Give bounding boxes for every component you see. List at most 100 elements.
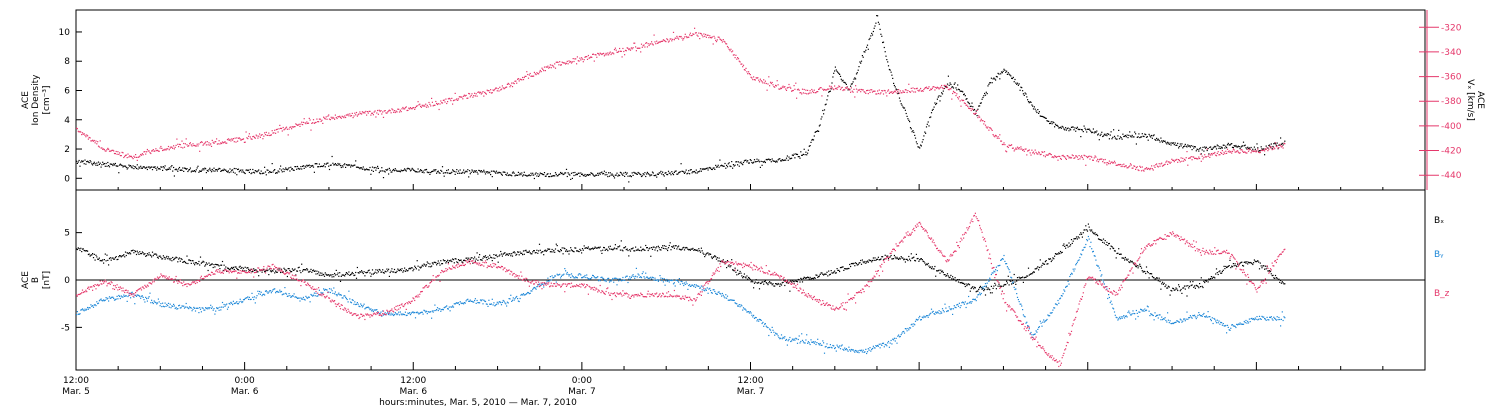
data-point	[523, 171, 525, 173]
data-point	[719, 159, 721, 161]
data-point	[1039, 259, 1041, 261]
data-point	[576, 56, 578, 58]
data-point	[1274, 142, 1276, 144]
data-point	[111, 163, 113, 165]
data-point	[124, 165, 127, 167]
data-point	[838, 72, 840, 75]
data-point	[1077, 236, 1079, 238]
data-point	[920, 144, 922, 146]
data-point	[1141, 133, 1143, 135]
data-point	[156, 149, 159, 151]
data-point	[193, 306, 195, 308]
data-point	[328, 165, 330, 167]
data-point	[1142, 135, 1144, 137]
data-point	[983, 290, 985, 292]
data-point	[786, 281, 788, 283]
data-point	[259, 133, 261, 135]
data-point	[980, 102, 982, 104]
data-point	[1259, 151, 1261, 154]
data-point	[93, 253, 95, 255]
data-point	[490, 257, 492, 259]
data-point	[144, 253, 146, 255]
data-point	[1171, 290, 1173, 292]
data-point	[1075, 238, 1077, 240]
data-point	[113, 163, 115, 165]
data-point	[656, 173, 659, 175]
data-point	[995, 134, 997, 136]
data-point	[1006, 282, 1008, 284]
data-point	[131, 250, 133, 252]
data-point	[796, 89, 799, 91]
data-point	[535, 252, 537, 254]
data-point	[536, 72, 538, 74]
data-point	[330, 288, 332, 290]
data-point	[511, 172, 514, 174]
data-point	[822, 109, 824, 112]
data-point	[801, 281, 804, 283]
data-point	[391, 171, 393, 173]
data-point	[1237, 150, 1239, 152]
data-point	[197, 263, 199, 265]
data-point	[377, 167, 379, 169]
data-point	[395, 271, 397, 274]
data-point	[406, 109, 408, 112]
data-point	[1056, 124, 1058, 126]
data-point	[989, 127, 992, 129]
data-point	[554, 275, 557, 277]
data-point	[432, 105, 434, 107]
data-point	[350, 301, 352, 303]
data-point	[861, 89, 863, 91]
data-point	[194, 170, 196, 172]
data-point	[380, 271, 382, 273]
data-point	[966, 98, 968, 100]
data-point	[1183, 287, 1185, 289]
data-point	[1122, 165, 1124, 168]
data-point	[722, 39, 724, 41]
data-point	[500, 302, 502, 304]
data-point	[758, 81, 761, 83]
data-point	[826, 89, 828, 91]
data-point	[578, 251, 580, 253]
data-point	[219, 143, 221, 145]
data-point	[771, 284, 773, 286]
data-point	[871, 89, 873, 91]
data-point	[732, 164, 734, 166]
data-point	[586, 277, 589, 279]
data-point	[231, 266, 233, 269]
data-point	[113, 150, 115, 152]
data-point	[484, 255, 487, 257]
data-point	[432, 311, 434, 313]
data-point	[239, 265, 241, 267]
data-point	[797, 88, 799, 90]
data-point	[272, 270, 274, 272]
data-point	[159, 305, 161, 307]
data-point	[287, 168, 289, 170]
data-point	[129, 165, 131, 167]
data-point	[767, 158, 769, 160]
data-point	[498, 90, 500, 92]
data-point	[973, 286, 976, 288]
data-point	[1143, 135, 1145, 138]
data-point	[712, 167, 714, 169]
data-point	[999, 134, 1001, 136]
data-point	[1024, 148, 1026, 150]
data-point	[314, 270, 316, 272]
data-point	[588, 173, 590, 176]
data-point	[1051, 156, 1053, 158]
data-point	[450, 100, 452, 102]
data-point	[296, 165, 299, 168]
data-point	[966, 104, 968, 106]
data-point	[500, 250, 502, 253]
data-point	[219, 306, 221, 308]
data-point	[377, 113, 379, 115]
data-point	[1053, 122, 1055, 124]
data-point	[264, 134, 267, 136]
data-point	[288, 293, 290, 295]
data-point	[507, 82, 509, 84]
data-point	[294, 166, 296, 168]
data-point	[581, 173, 583, 175]
data-point	[747, 278, 749, 280]
data-point	[606, 279, 608, 281]
data-point	[585, 276, 587, 279]
